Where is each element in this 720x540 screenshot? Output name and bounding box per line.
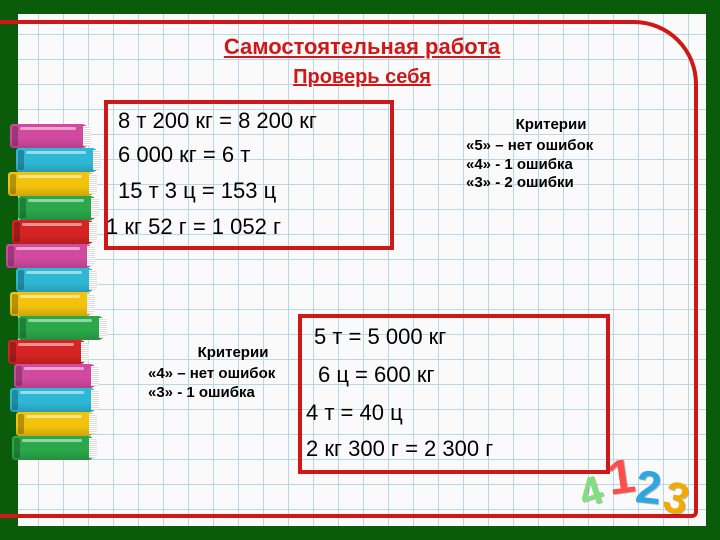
book-icon <box>8 340 86 364</box>
answer-line: 15 т 3 ц = 153 ц <box>118 178 276 204</box>
criteria-top: Критерии «5» – нет ошибок «4» - 1 ошибка… <box>466 116 636 193</box>
book-icon <box>10 124 88 148</box>
title-sub: Проверь себя <box>18 66 706 89</box>
book-icon <box>16 412 94 436</box>
criteria-bottom: Критерии «4» – нет ошибок «3» - 1 ошибка <box>148 344 318 402</box>
paper: Самостоятельная работа Проверь себя 8 т … <box>18 14 706 526</box>
criteria-title: Критерии <box>466 116 636 135</box>
answer-line: 2 кг 300 г = 2 300 г <box>306 436 493 462</box>
criteria-title: Критерии <box>148 344 318 363</box>
book-icon <box>6 244 92 268</box>
slide-root: Самостоятельная работа Проверь себя 8 т … <box>0 0 720 540</box>
decor-number: 2 <box>633 459 664 515</box>
answer-line: 5 т = 5 000 кг <box>314 324 446 350</box>
answer-line: 1 кг 52 г = 1 052 г <box>106 214 281 240</box>
book-icon <box>8 172 94 196</box>
criteria-row: «3» - 1 ошибка <box>148 384 318 403</box>
book-icon <box>18 196 96 220</box>
answer-line: 8 т 200 кг = 8 200 кг <box>118 108 317 134</box>
numbers-decor-icon: 4123 <box>580 444 700 524</box>
book-icon <box>16 148 98 172</box>
decor-number: 1 <box>604 448 638 506</box>
book-icon <box>16 268 94 292</box>
book-icon <box>18 316 104 340</box>
answer-line: 6 ц = 600 кг <box>318 362 435 388</box>
book-icon <box>10 388 96 412</box>
title-main: Самостоятельная работа <box>18 34 706 60</box>
decor-number: 3 <box>658 472 695 527</box>
book-icon <box>12 436 94 460</box>
criteria-row: «3» - 2 ошибки <box>466 174 636 193</box>
criteria-row: «4» - 1 ошибка <box>466 156 636 175</box>
book-icon <box>10 292 92 316</box>
book-icon <box>12 220 94 244</box>
book-icon <box>14 364 96 388</box>
answer-line: 4 т = 40 ц <box>306 400 403 426</box>
criteria-row: «4» – нет ошибок <box>148 365 318 384</box>
answer-line: 6 000 кг = 6 т <box>118 142 250 168</box>
book-stack-icon <box>10 124 102 460</box>
criteria-row: «5» – нет ошибок <box>466 137 636 156</box>
